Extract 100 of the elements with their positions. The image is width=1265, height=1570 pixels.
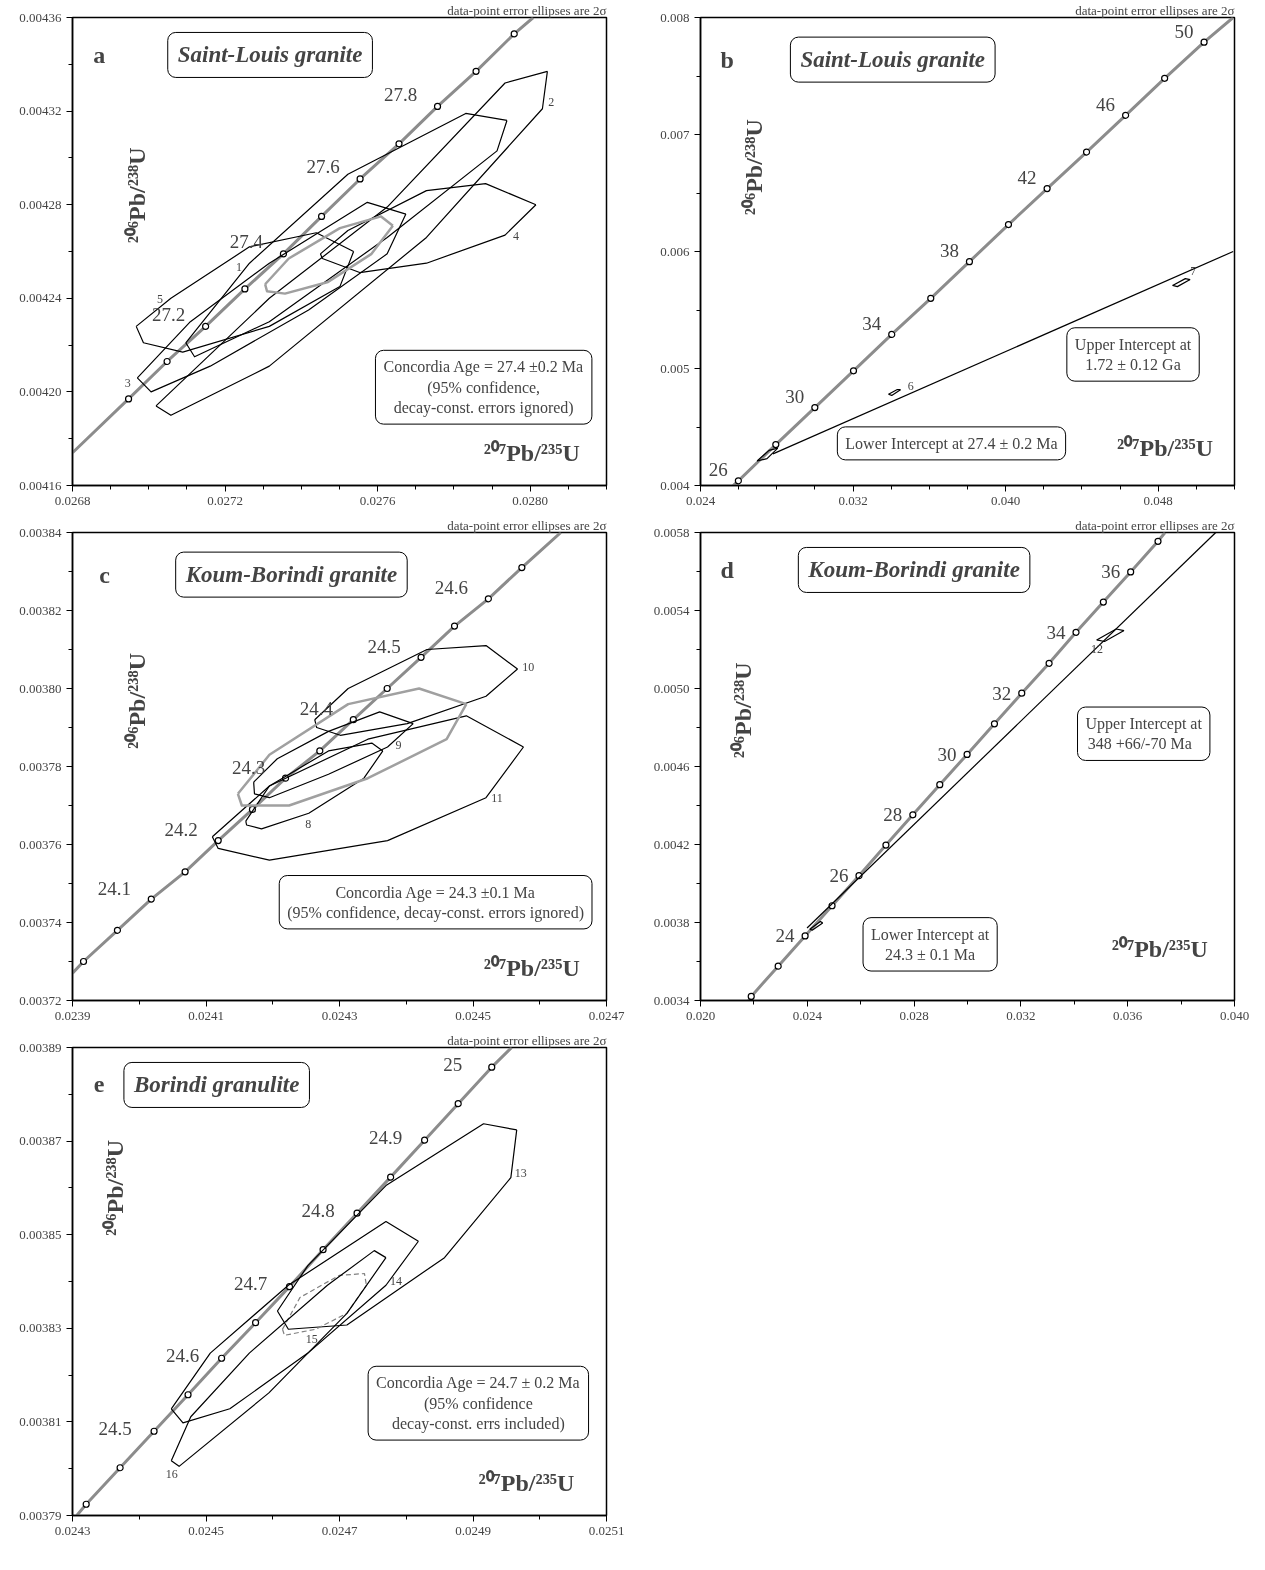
annotation: 7 bbox=[1190, 264, 1197, 279]
y-tick-label: 0.0054 bbox=[653, 602, 690, 618]
x-tick-label: 0.036 bbox=[1113, 1007, 1143, 1023]
y-tick-label: 0.008 bbox=[660, 9, 690, 25]
x-tick-label: 0.048 bbox=[1143, 492, 1173, 508]
annotation: e bbox=[93, 1071, 105, 1098]
x-tick-label: 0.0251 bbox=[588, 1522, 625, 1538]
y-axis-title: ²⁰⁶Pb/²³⁸U bbox=[102, 1139, 129, 1236]
annotation: data-point error ellipses are 2σ bbox=[1075, 517, 1235, 533]
x-axis-title: ²⁰⁷Pb/²³⁵U bbox=[1117, 435, 1214, 462]
x-axis-title: ²⁰⁷Pb/²³⁵U bbox=[478, 1469, 575, 1496]
y-tick-label: 0.00436 bbox=[19, 9, 62, 25]
x-tick-label: 0.020 bbox=[685, 1007, 716, 1023]
annotation: 24.2 bbox=[164, 819, 198, 841]
y-tick-label: 0.00387 bbox=[19, 1133, 62, 1149]
annotation: 28 bbox=[883, 804, 903, 826]
annotation: 8 bbox=[305, 817, 312, 832]
annotation: 1 bbox=[236, 259, 243, 274]
y-axis-title: ²⁰⁶Pb/²³⁸U bbox=[123, 652, 150, 749]
annotation: 32 bbox=[992, 682, 1012, 704]
y-tick-label: 0.006 bbox=[660, 243, 690, 259]
x-tick-label: 0.0272 bbox=[207, 492, 243, 508]
annotation: 24.6 bbox=[434, 577, 468, 599]
x-tick-label: 0.0245 bbox=[188, 1522, 224, 1538]
annotation: 3 bbox=[124, 376, 131, 391]
x-tick-label: 0.0249 bbox=[455, 1522, 491, 1538]
annotation: Upper Intercept at 348 +66/-70 Ma bbox=[1085, 715, 1203, 753]
annotation: a bbox=[93, 41, 106, 68]
annotation: 24.8 bbox=[301, 1199, 335, 1221]
y-tick-label: 0.0058 bbox=[653, 524, 690, 540]
annotation: data-point error ellipses are 2σ bbox=[1075, 2, 1235, 18]
annotation: d bbox=[720, 556, 735, 583]
y-axis-title: ²⁰⁶Pb/²³⁸U bbox=[730, 662, 757, 759]
annotation: 5 bbox=[156, 291, 163, 306]
x-tick-label: 0.0239 bbox=[54, 1007, 91, 1023]
annotation: 34 bbox=[1046, 621, 1067, 643]
annotation: Concordia Age = 24.3 ±0.1 Ma (95% confidence, decay-const. errors ignored) bbox=[287, 883, 585, 922]
y-tick-label: 0.00432 bbox=[19, 103, 62, 119]
y-tick-label: 0.00420 bbox=[19, 383, 62, 399]
annotation: 50 bbox=[1174, 20, 1194, 42]
y-axis-title: ²⁰⁶Pb/²³⁸U bbox=[123, 147, 150, 244]
annotation: Concordia Age = 27.4 ±0.2 Ma (95% confidence, decay-const. errors ignored) bbox=[383, 358, 584, 418]
y-tick-label: 0.0042 bbox=[653, 836, 690, 852]
y-tick-label: 0.00372 bbox=[19, 992, 62, 1008]
annotation: 27.4 bbox=[229, 231, 264, 253]
annotation: 24.9 bbox=[368, 1126, 403, 1148]
x-tick-label: 0.024 bbox=[792, 1007, 823, 1023]
x-tick-label: 0.0268 bbox=[54, 492, 91, 508]
y-tick-label: 0.0038 bbox=[653, 914, 690, 930]
y-tick-label: 0.00381 bbox=[19, 1413, 62, 1429]
y-tick-label: 0.00379 bbox=[19, 1507, 62, 1523]
annotation: 42 bbox=[1017, 167, 1037, 189]
annotation: c bbox=[99, 561, 111, 588]
x-tick-label: 0.0245 bbox=[455, 1007, 491, 1023]
text: Koum-Borindi granite bbox=[184, 562, 398, 588]
x-tick-label: 0.040 bbox=[1219, 1007, 1250, 1023]
x-tick-label: 0.032 bbox=[1006, 1007, 1036, 1023]
annotation: 16 bbox=[165, 1467, 178, 1482]
annotation: 9 bbox=[395, 738, 402, 753]
y-tick-label: 0.00389 bbox=[19, 1039, 62, 1055]
annotation: 46 bbox=[1096, 93, 1116, 115]
y-tick-label: 0.0034 bbox=[653, 992, 690, 1008]
annotation: Upper Intercept at 1.72 ± 0.12 Ga bbox=[1074, 335, 1192, 374]
annotation: 4 bbox=[513, 228, 520, 243]
annotation: 15 bbox=[305, 1332, 318, 1347]
annotation: 25 bbox=[443, 1053, 463, 1075]
x-tick-label: 0.0241 bbox=[188, 1007, 224, 1023]
y-tick-label: 0.00383 bbox=[19, 1320, 62, 1336]
y-axis-title: ²⁰⁶Pb/²³⁸U bbox=[740, 119, 767, 216]
annotation: 24 bbox=[775, 925, 796, 947]
annotation: 27.2 bbox=[151, 303, 186, 325]
annotation: 24.5 bbox=[98, 1417, 132, 1439]
x-tick-label: 0.0247 bbox=[321, 1522, 358, 1538]
annotation: 24.1 bbox=[97, 877, 131, 899]
x-tick-label: 0.032 bbox=[838, 492, 868, 508]
y-tick-label: 0.004 bbox=[660, 477, 690, 493]
y-tick-label: 0.00380 bbox=[19, 680, 62, 696]
annotation: 10 bbox=[522, 659, 535, 674]
text: Borindi granulite bbox=[132, 1072, 300, 1098]
annotation: 30 bbox=[785, 386, 805, 408]
text: Saint-Louis granite bbox=[800, 47, 986, 73]
y-tick-label: 0.007 bbox=[660, 126, 690, 142]
annotation: 2 bbox=[548, 95, 555, 110]
x-tick-label: 0.0243 bbox=[54, 1522, 91, 1538]
x-axis-title: ²⁰⁷Pb/²³⁵U bbox=[483, 439, 580, 466]
y-tick-label: 0.00385 bbox=[19, 1226, 62, 1242]
annotation: 24.7 bbox=[233, 1273, 268, 1295]
y-tick-label: 0.0046 bbox=[653, 758, 690, 774]
x-tick-label: 0.0243 bbox=[321, 1007, 358, 1023]
x-tick-label: 0.040 bbox=[991, 492, 1021, 508]
x-tick-label: 0.0280 bbox=[512, 492, 549, 508]
y-tick-label: 0.00384 bbox=[19, 524, 62, 540]
y-tick-label: 0.005 bbox=[660, 360, 690, 376]
annotation: 11 bbox=[491, 790, 503, 805]
annotation: 27.8 bbox=[383, 83, 418, 105]
y-tick-label: 0.00374 bbox=[19, 914, 62, 930]
y-tick-label: 0.00416 bbox=[19, 477, 62, 493]
text: data-point error ellipses are 2σ bbox=[447, 1032, 607, 1048]
annotation: 24.3 bbox=[231, 756, 266, 778]
y-tick-label: 0.00428 bbox=[19, 196, 62, 212]
